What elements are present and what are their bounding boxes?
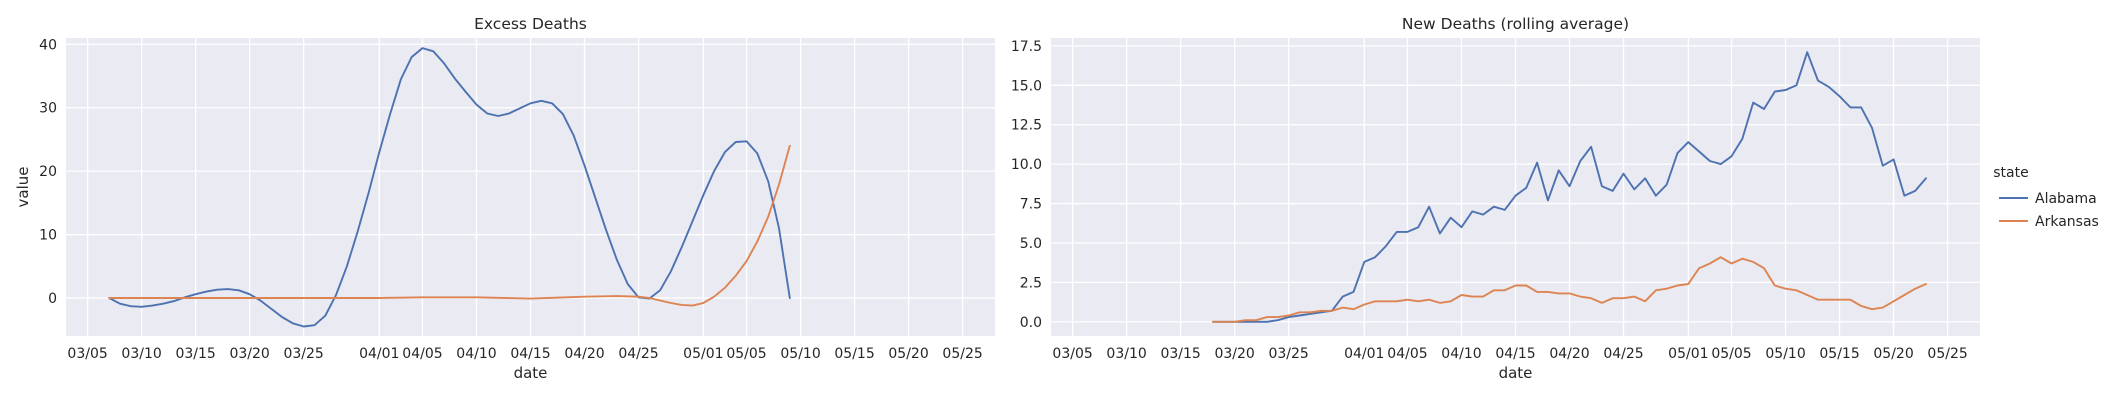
legend-item-arkansas: Arkansas	[1999, 214, 2099, 230]
x-tick-label: 05/05	[726, 346, 766, 362]
x-tick-label: 03/10	[121, 346, 161, 362]
series-line-alabama	[108, 47, 791, 328]
x-tick-label: 04/15	[1495, 346, 1535, 362]
x-tick-label: 04/01	[1344, 346, 1384, 362]
y-tick-label: 2.5	[1020, 275, 1042, 291]
x-tick-label: 05/10	[780, 346, 820, 362]
y-axis-label: value	[14, 167, 32, 208]
excess-deaths-chart: Excess Deaths 03/05 03/10 03/15 03/20 03/25 0…	[14, 15, 995, 382]
y-tick-labels: 0.0 2.5 5.0 7.5 10.0 12.5 15.0 17.5	[1011, 39, 1042, 331]
x-tick-label: 03/05	[1052, 346, 1092, 362]
y-tick-label: 30	[39, 101, 57, 117]
gridlines	[66, 38, 995, 336]
series-lines	[108, 47, 791, 328]
series-lines	[1212, 51, 1927, 323]
x-tick-label: 05/01	[683, 346, 723, 362]
chart-title: Excess Deaths	[474, 15, 587, 33]
y-tick-label: 5.0	[1020, 236, 1042, 252]
x-tick-label: 05/15	[834, 346, 874, 362]
chart-title: New Deaths (rolling average)	[1402, 15, 1629, 33]
y-tick-label: 40	[39, 37, 57, 53]
x-tick-label: 03/15	[175, 346, 215, 362]
y-tick-label: 0.0	[1020, 315, 1042, 331]
x-tick-label: 03/20	[229, 346, 269, 362]
x-tick-label: 05/15	[1819, 346, 1859, 362]
x-tick-label: 04/10	[456, 346, 496, 362]
y-tick-label: 15.0	[1011, 78, 1042, 94]
x-tick-label: 05/01	[1668, 346, 1708, 362]
x-tick-label: 03/20	[1214, 346, 1254, 362]
y-tick-label: 7.5	[1020, 197, 1042, 213]
x-tick-label: 03/05	[67, 346, 107, 362]
x-axis-label: date	[1499, 364, 1533, 382]
x-tick-label: 05/25	[942, 346, 982, 362]
legend: state Alabama Arkansas	[1993, 165, 2099, 230]
x-tick-label: 05/20	[1873, 346, 1913, 362]
x-tick-label: 04/25	[1603, 346, 1643, 362]
y-tick-label: 10	[39, 228, 57, 244]
x-tick-label: 05/10	[1765, 346, 1805, 362]
x-tick-label: 04/01	[359, 346, 399, 362]
series-line-arkansas	[108, 144, 791, 307]
x-tick-label: 04/15	[510, 346, 550, 362]
x-tick-label: 04/20	[564, 346, 604, 362]
x-tick-labels: 03/05 03/10 03/15 03/20 03/25 04/01 04/05 04/10…	[1052, 346, 1967, 362]
x-tick-label: 03/25	[1268, 346, 1308, 362]
x-tick-label: 04/10	[1441, 346, 1481, 362]
y-tick-label: 12.5	[1011, 118, 1042, 134]
series-line-arkansas	[1212, 256, 1927, 323]
x-tick-label: 04/25	[618, 346, 658, 362]
x-tick-label: 05/05	[1711, 346, 1751, 362]
x-tick-label: 04/05	[402, 346, 442, 362]
legend-label: Alabama	[2035, 191, 2097, 207]
y-tick-label: 17.5	[1011, 39, 1042, 55]
legend-title: state	[1993, 165, 2028, 181]
x-tick-label: 05/20	[888, 346, 928, 362]
legend-item-alabama: Alabama	[1999, 191, 2097, 207]
x-tick-label: 04/05	[1387, 346, 1427, 362]
y-tick-label: 0	[48, 291, 57, 307]
y-tick-label: 10.0	[1011, 157, 1042, 173]
x-tick-label: 03/25	[283, 346, 323, 362]
new-deaths-chart: New Deaths (rolling average) 03/05 03/10 0…	[1011, 15, 1980, 382]
y-tick-labels: 0 10 20 30 40	[39, 37, 57, 307]
x-tick-label: 04/20	[1549, 346, 1589, 362]
legend-label: Arkansas	[2035, 214, 2099, 230]
x-tick-label: 03/10	[1106, 346, 1146, 362]
y-tick-label: 20	[39, 164, 57, 180]
x-tick-labels: 03/05 03/10 03/15 03/20 03/25 04/01 04/05 04/10…	[67, 346, 982, 362]
x-tick-label: 05/25	[1927, 346, 1967, 362]
x-axis-label: date	[514, 364, 548, 382]
x-tick-label: 03/15	[1160, 346, 1200, 362]
